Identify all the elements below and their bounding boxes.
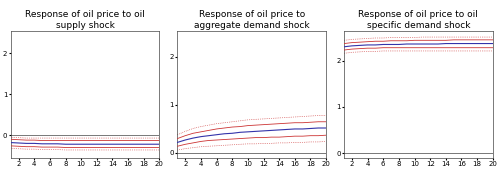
Title: Response of oil price to oil
supply shock: Response of oil price to oil supply shoc… xyxy=(25,10,145,30)
Title: Response of oil price to oil
specific demand shock: Response of oil price to oil specific de… xyxy=(358,10,478,30)
Title: Response of oil price to
aggregate demand shock: Response of oil price to aggregate deman… xyxy=(194,10,310,30)
